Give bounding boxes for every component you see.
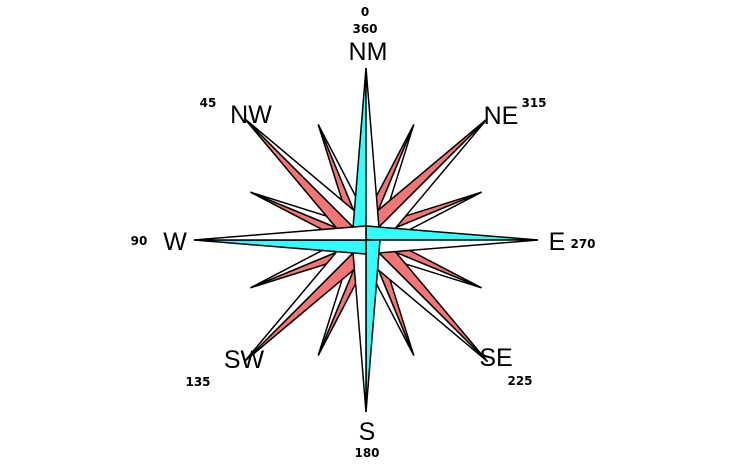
degree-west: 90	[131, 234, 148, 248]
cardinal-point-270-light-half	[193, 225, 367, 241]
degree-north-top: 0	[361, 5, 369, 19]
degree-southeast: 225	[507, 374, 532, 388]
label-southwest: SW	[224, 346, 265, 374]
cardinal-point-0-light-half	[365, 67, 381, 241]
degree-northeast: 315	[521, 96, 546, 110]
cardinal-point-180-shaded-half	[365, 239, 381, 413]
compass-points	[193, 67, 539, 413]
degree-east: 270	[570, 237, 595, 251]
label-east: E	[549, 228, 566, 256]
label-southeast: SE	[479, 344, 512, 372]
label-south: S	[359, 418, 376, 446]
cardinal-point-90-light-half	[365, 239, 539, 255]
cardinal-point-180-light-half	[351, 239, 367, 413]
label-north: NM	[349, 38, 388, 66]
cardinal-point-270-shaded-half	[193, 239, 367, 255]
cardinal-point-90-shaded-half	[365, 225, 539, 241]
cardinal-point-0-shaded-half	[351, 67, 367, 241]
label-west: W	[163, 228, 187, 256]
label-northwest: NW	[230, 101, 272, 129]
degree-north-bottom: 360	[352, 22, 377, 36]
degree-southwest: 135	[185, 375, 210, 389]
degree-northwest: 45	[200, 96, 217, 110]
degree-south: 180	[354, 446, 379, 460]
label-northeast: NE	[484, 102, 519, 130]
